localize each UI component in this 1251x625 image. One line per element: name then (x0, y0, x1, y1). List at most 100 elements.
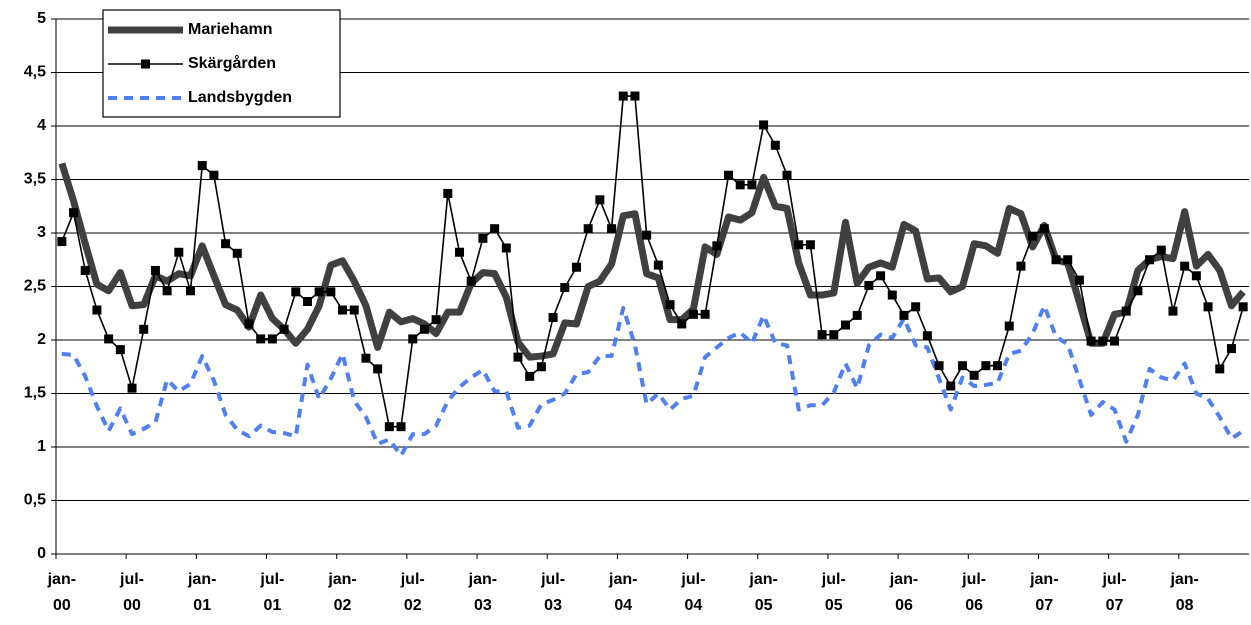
x-tick-label: jul-03 (540, 571, 565, 614)
point-marker (1028, 231, 1038, 241)
point-marker (630, 91, 640, 101)
y-tick-label: 4,5 (24, 64, 46, 81)
point-marker (770, 140, 780, 150)
point-marker (338, 305, 348, 315)
point-marker (653, 260, 663, 270)
x-tick-label: jan-06 (889, 571, 918, 614)
point-marker (490, 224, 500, 234)
point-marker (349, 305, 359, 315)
point-marker (150, 265, 160, 275)
point-marker (455, 247, 465, 257)
point-marker (443, 188, 453, 198)
point-marker (1109, 336, 1119, 346)
x-tick-label: jul-00 (119, 571, 144, 614)
point-marker (1063, 255, 1073, 265)
point-marker (232, 248, 242, 258)
point-marker (1086, 336, 1096, 346)
point-marker (57, 237, 67, 247)
point-marker (759, 120, 769, 130)
point-marker (712, 241, 722, 251)
y-tick-label: 0 (37, 545, 46, 562)
x-tick-label: jan-05 (748, 571, 777, 614)
point-marker (536, 362, 546, 372)
point-marker (373, 364, 383, 374)
point-marker (92, 305, 102, 315)
point-marker (735, 180, 745, 190)
point-marker (1074, 275, 1084, 285)
point-marker (501, 243, 511, 253)
point-marker (408, 334, 418, 344)
point-marker (1039, 224, 1049, 234)
point-marker (174, 247, 184, 257)
x-tick-label: jan-08 (1169, 571, 1198, 614)
point-marker (840, 320, 850, 330)
y-tick-label: 3,5 (24, 171, 46, 188)
point-marker (852, 310, 862, 320)
point-marker (384, 422, 394, 432)
point-marker (642, 230, 652, 240)
point-marker (244, 319, 254, 329)
point-marker (256, 334, 266, 344)
point-marker (677, 319, 687, 329)
legend-label: Landsbygden (188, 89, 292, 106)
point-marker (69, 208, 79, 218)
point-marker (314, 287, 324, 297)
legend-label: Skärgården (188, 54, 276, 72)
point-marker (197, 161, 207, 171)
point-marker (326, 287, 336, 297)
point-marker (571, 262, 581, 272)
point-marker (1016, 261, 1026, 271)
point-marker (302, 296, 312, 306)
point-marker (665, 300, 675, 310)
point-marker (560, 283, 570, 293)
y-tick-label: 2,5 (24, 278, 46, 295)
point-marker (513, 352, 523, 362)
point-marker (279, 324, 289, 334)
point-marker (805, 240, 815, 250)
y-tick-label: 0,5 (24, 492, 46, 509)
point-marker (396, 422, 406, 432)
legend-label: Mariehamn (188, 21, 272, 38)
point-marker (1168, 306, 1178, 316)
point-marker (1203, 302, 1213, 312)
point-marker (794, 240, 804, 250)
point-marker (1121, 306, 1131, 316)
point-marker (104, 334, 114, 344)
point-marker (876, 271, 886, 281)
point-marker (466, 276, 476, 286)
point-marker (911, 302, 921, 312)
point-marker (934, 361, 944, 371)
point-marker (946, 381, 956, 391)
point-marker (115, 345, 125, 355)
point-marker (291, 287, 301, 297)
point-marker (817, 330, 827, 340)
point-marker (419, 324, 429, 334)
point-marker (1098, 336, 1108, 346)
point-marker (583, 224, 593, 234)
point-marker (1145, 255, 1155, 265)
point-marker (899, 310, 909, 320)
point-marker (478, 233, 488, 243)
point-marker (127, 383, 137, 393)
point-marker (1180, 261, 1190, 271)
point-marker (221, 239, 231, 249)
point-marker (1191, 271, 1201, 281)
point-marker (700, 309, 710, 319)
point-marker (361, 353, 371, 363)
point-marker (1226, 344, 1236, 354)
y-tick-label: 4 (37, 117, 46, 134)
y-tick-label: 3 (37, 224, 46, 241)
point-marker (1215, 364, 1225, 374)
point-marker (618, 91, 628, 101)
point-marker (209, 170, 219, 180)
y-tick-label: 1,5 (24, 385, 46, 402)
x-tick-label: jul-01 (259, 571, 284, 614)
y-tick-label: 2 (37, 331, 46, 348)
x-tick-label: jul-05 (821, 571, 846, 614)
x-tick-label: jan-00 (47, 571, 76, 614)
point-marker (1238, 302, 1248, 312)
legend-marker (141, 59, 150, 69)
x-tick-label: jan-03 (468, 571, 497, 614)
point-marker (548, 313, 558, 323)
point-marker (1133, 286, 1143, 296)
